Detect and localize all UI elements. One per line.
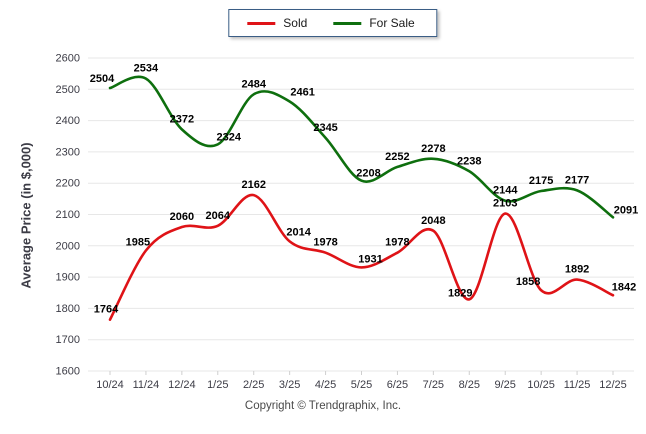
value-label-for-sale: 2345	[313, 122, 337, 134]
x-tick-label: 3/25	[279, 379, 300, 391]
value-label-for-sale: 2484	[241, 78, 266, 90]
x-tick-label: 1/25	[207, 379, 228, 391]
x-tick-label: 10/25	[527, 379, 555, 391]
value-label-for-sale: 2144	[493, 185, 518, 197]
value-label-sold: 2064	[206, 210, 231, 222]
value-label-for-sale: 2208	[356, 168, 380, 180]
y-tick-label: 1600	[56, 366, 80, 378]
y-tick-label: 2100	[56, 209, 80, 221]
y-axis-title: Average Price (in $,000)	[18, 142, 34, 289]
y-tick-label: 2000	[56, 240, 80, 252]
value-label-sold: 1764	[94, 304, 119, 316]
legend-item-for-sale: For Sale	[333, 16, 415, 30]
value-label-for-sale: 2278	[421, 143, 445, 155]
value-label-for-sale: 2175	[529, 175, 553, 187]
x-tick-label: 9/25	[495, 379, 516, 391]
value-label-sold: 1931	[358, 253, 382, 265]
x-tick-label: 10/24	[96, 379, 124, 391]
x-tick-label: 12/25	[599, 379, 627, 391]
x-tick-label: 6/25	[387, 379, 408, 391]
value-label-for-sale: 2252	[385, 151, 409, 163]
value-label-sold: 1892	[565, 264, 589, 276]
value-label-sold: 1842	[612, 281, 636, 293]
x-tick-label: 2/25	[243, 379, 264, 391]
value-label-for-sale: 2238	[457, 155, 481, 167]
value-label-sold: 1978	[313, 237, 337, 249]
value-label-sold: 2103	[493, 198, 517, 210]
value-label-for-sale: 2324	[217, 131, 242, 143]
y-tick-label: 2300	[56, 146, 80, 158]
value-label-for-sale: 2091	[614, 204, 638, 216]
for-sale-line-swatch	[333, 21, 362, 25]
value-label-sold: 2048	[421, 215, 445, 227]
legend-label-for-sale: For Sale	[369, 16, 415, 30]
x-tick-label: 8/25	[459, 379, 480, 391]
y-tick-label: 2200	[56, 178, 80, 190]
y-tick-label: 1700	[56, 334, 80, 346]
value-label-for-sale: 2177	[565, 174, 589, 186]
y-tick-label: 2400	[56, 115, 80, 127]
x-tick-label: 11/24	[133, 379, 160, 391]
copyright-text: Copyright © Trendgraphix, Inc.	[244, 400, 402, 412]
series-line-for-sale	[108, 75, 615, 219]
value-label-for-sale: 2461	[290, 87, 314, 99]
legend-item-sold: Sold	[247, 17, 307, 29]
value-label-for-sale: 2372	[170, 113, 194, 125]
value-label-sold: 1858	[516, 276, 540, 288]
value-label-sold: 2014	[286, 226, 311, 238]
sold-line-swatch	[247, 21, 276, 25]
y-tick-label: 2600	[56, 53, 80, 65]
x-tick-label: 12/24	[168, 379, 196, 391]
chart-legend: Sold For Sale	[228, 9, 438, 37]
series-line-sold	[108, 193, 615, 321]
x-tick-label: 4/25	[315, 379, 336, 391]
x-tick-label: 5/25	[351, 379, 372, 391]
value-label-for-sale: 2504	[90, 73, 115, 85]
x-tick-label: 7/25	[423, 379, 444, 391]
value-label-sold: 2162	[241, 179, 265, 191]
y-tick-label: 1800	[56, 303, 80, 315]
value-label-sold: 1985	[126, 236, 150, 248]
value-label-sold: 1978	[385, 237, 409, 249]
value-label-sold: 1829	[448, 287, 472, 299]
value-label-sold: 2060	[170, 211, 194, 223]
y-tick-label: 1900	[56, 272, 80, 284]
value-label-for-sale: 2534	[134, 63, 159, 75]
x-tick-label: 11/25	[564, 379, 591, 391]
y-tick-label: 2500	[56, 84, 80, 96]
legend-label-sold: Sold	[283, 16, 308, 30]
